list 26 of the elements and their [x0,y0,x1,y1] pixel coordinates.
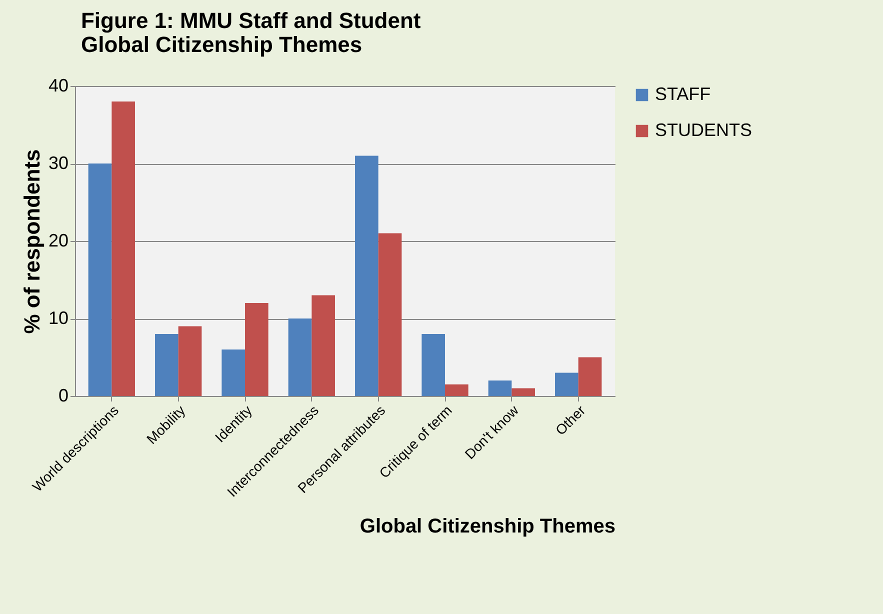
bar [422,334,445,396]
bar [155,334,178,396]
bar [355,156,378,396]
y-tick-label: 20 [48,230,68,250]
y-tick-label: 40 [48,76,68,96]
bar [312,295,335,396]
bar [288,318,312,396]
bar [378,233,402,396]
bar [578,357,602,396]
chart-title: Figure 1: MMU Staff and Student Global Citizenship Themes [80,8,422,57]
bar [512,388,535,396]
y-tick-label: 0 [58,386,68,406]
legend-label: STUDENTS [655,120,752,140]
y-axis-title: % of respondents [19,149,44,334]
legend-label: STAFF [655,84,711,104]
bar [555,372,578,396]
bar [245,303,268,396]
bar [112,102,135,396]
y-tick-label: 30 [48,153,68,173]
bar [222,350,245,396]
bar [88,164,112,396]
x-axis-title: Global Citizenship Themes [360,516,616,538]
bar [488,380,512,396]
y-tick-label: 10 [48,308,68,328]
bar [178,326,202,396]
bar [445,384,468,396]
